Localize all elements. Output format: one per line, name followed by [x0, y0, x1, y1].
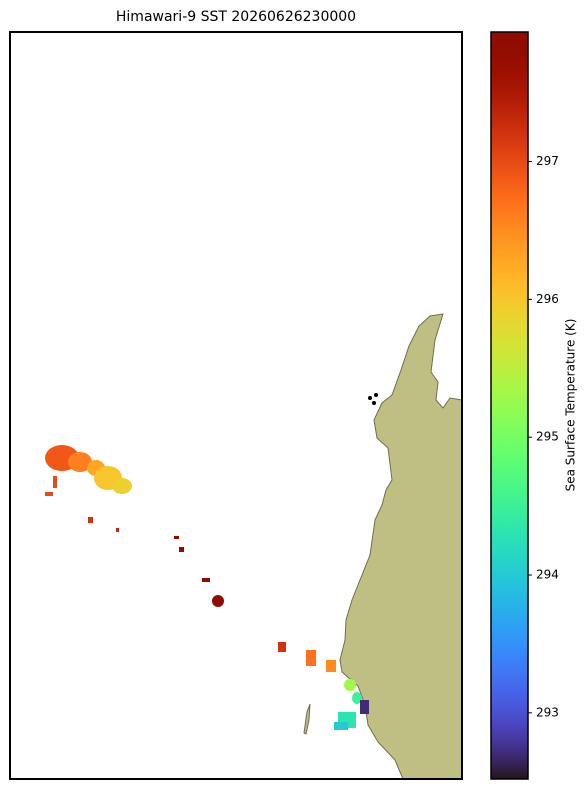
- marker: [374, 393, 378, 397]
- sst-patch: [344, 679, 356, 691]
- sst-patch: [202, 578, 210, 582]
- sst-patch: [116, 528, 119, 532]
- colorbar-tick-label: 293: [536, 705, 559, 719]
- sst-patch: [174, 536, 179, 539]
- sst-patch: [306, 650, 316, 666]
- sst-patch: [212, 595, 224, 607]
- map: [45, 313, 463, 780]
- colorbar-tick-label: 296: [536, 292, 559, 306]
- colorbar: [490, 31, 529, 780]
- colorbar-label: Sea Surface Temperature (K): [564, 319, 578, 492]
- sst-patch: [45, 492, 53, 496]
- sst-patch: [360, 700, 369, 714]
- chart-title: Himawari-9 SST 20260626230000: [116, 9, 356, 25]
- sst-patch: [68, 452, 92, 472]
- sst-patch: [326, 660, 336, 672]
- colorbar-tick-label: 294: [536, 568, 559, 582]
- sst-patch: [88, 517, 93, 523]
- island: [303, 703, 311, 735]
- colorbar-tick-label: 297: [536, 154, 559, 168]
- sst-patch: [334, 722, 348, 730]
- sst-patch: [278, 642, 286, 652]
- land: [339, 313, 463, 780]
- sst-patch: [112, 478, 132, 494]
- marker: [368, 396, 372, 400]
- sst-patch: [53, 476, 57, 488]
- sst-patch: [352, 692, 362, 704]
- marker: [372, 401, 376, 405]
- colorbar-tick-label: 295: [536, 430, 559, 444]
- map-frame: [9, 31, 463, 780]
- sst-patch: [179, 547, 184, 552]
